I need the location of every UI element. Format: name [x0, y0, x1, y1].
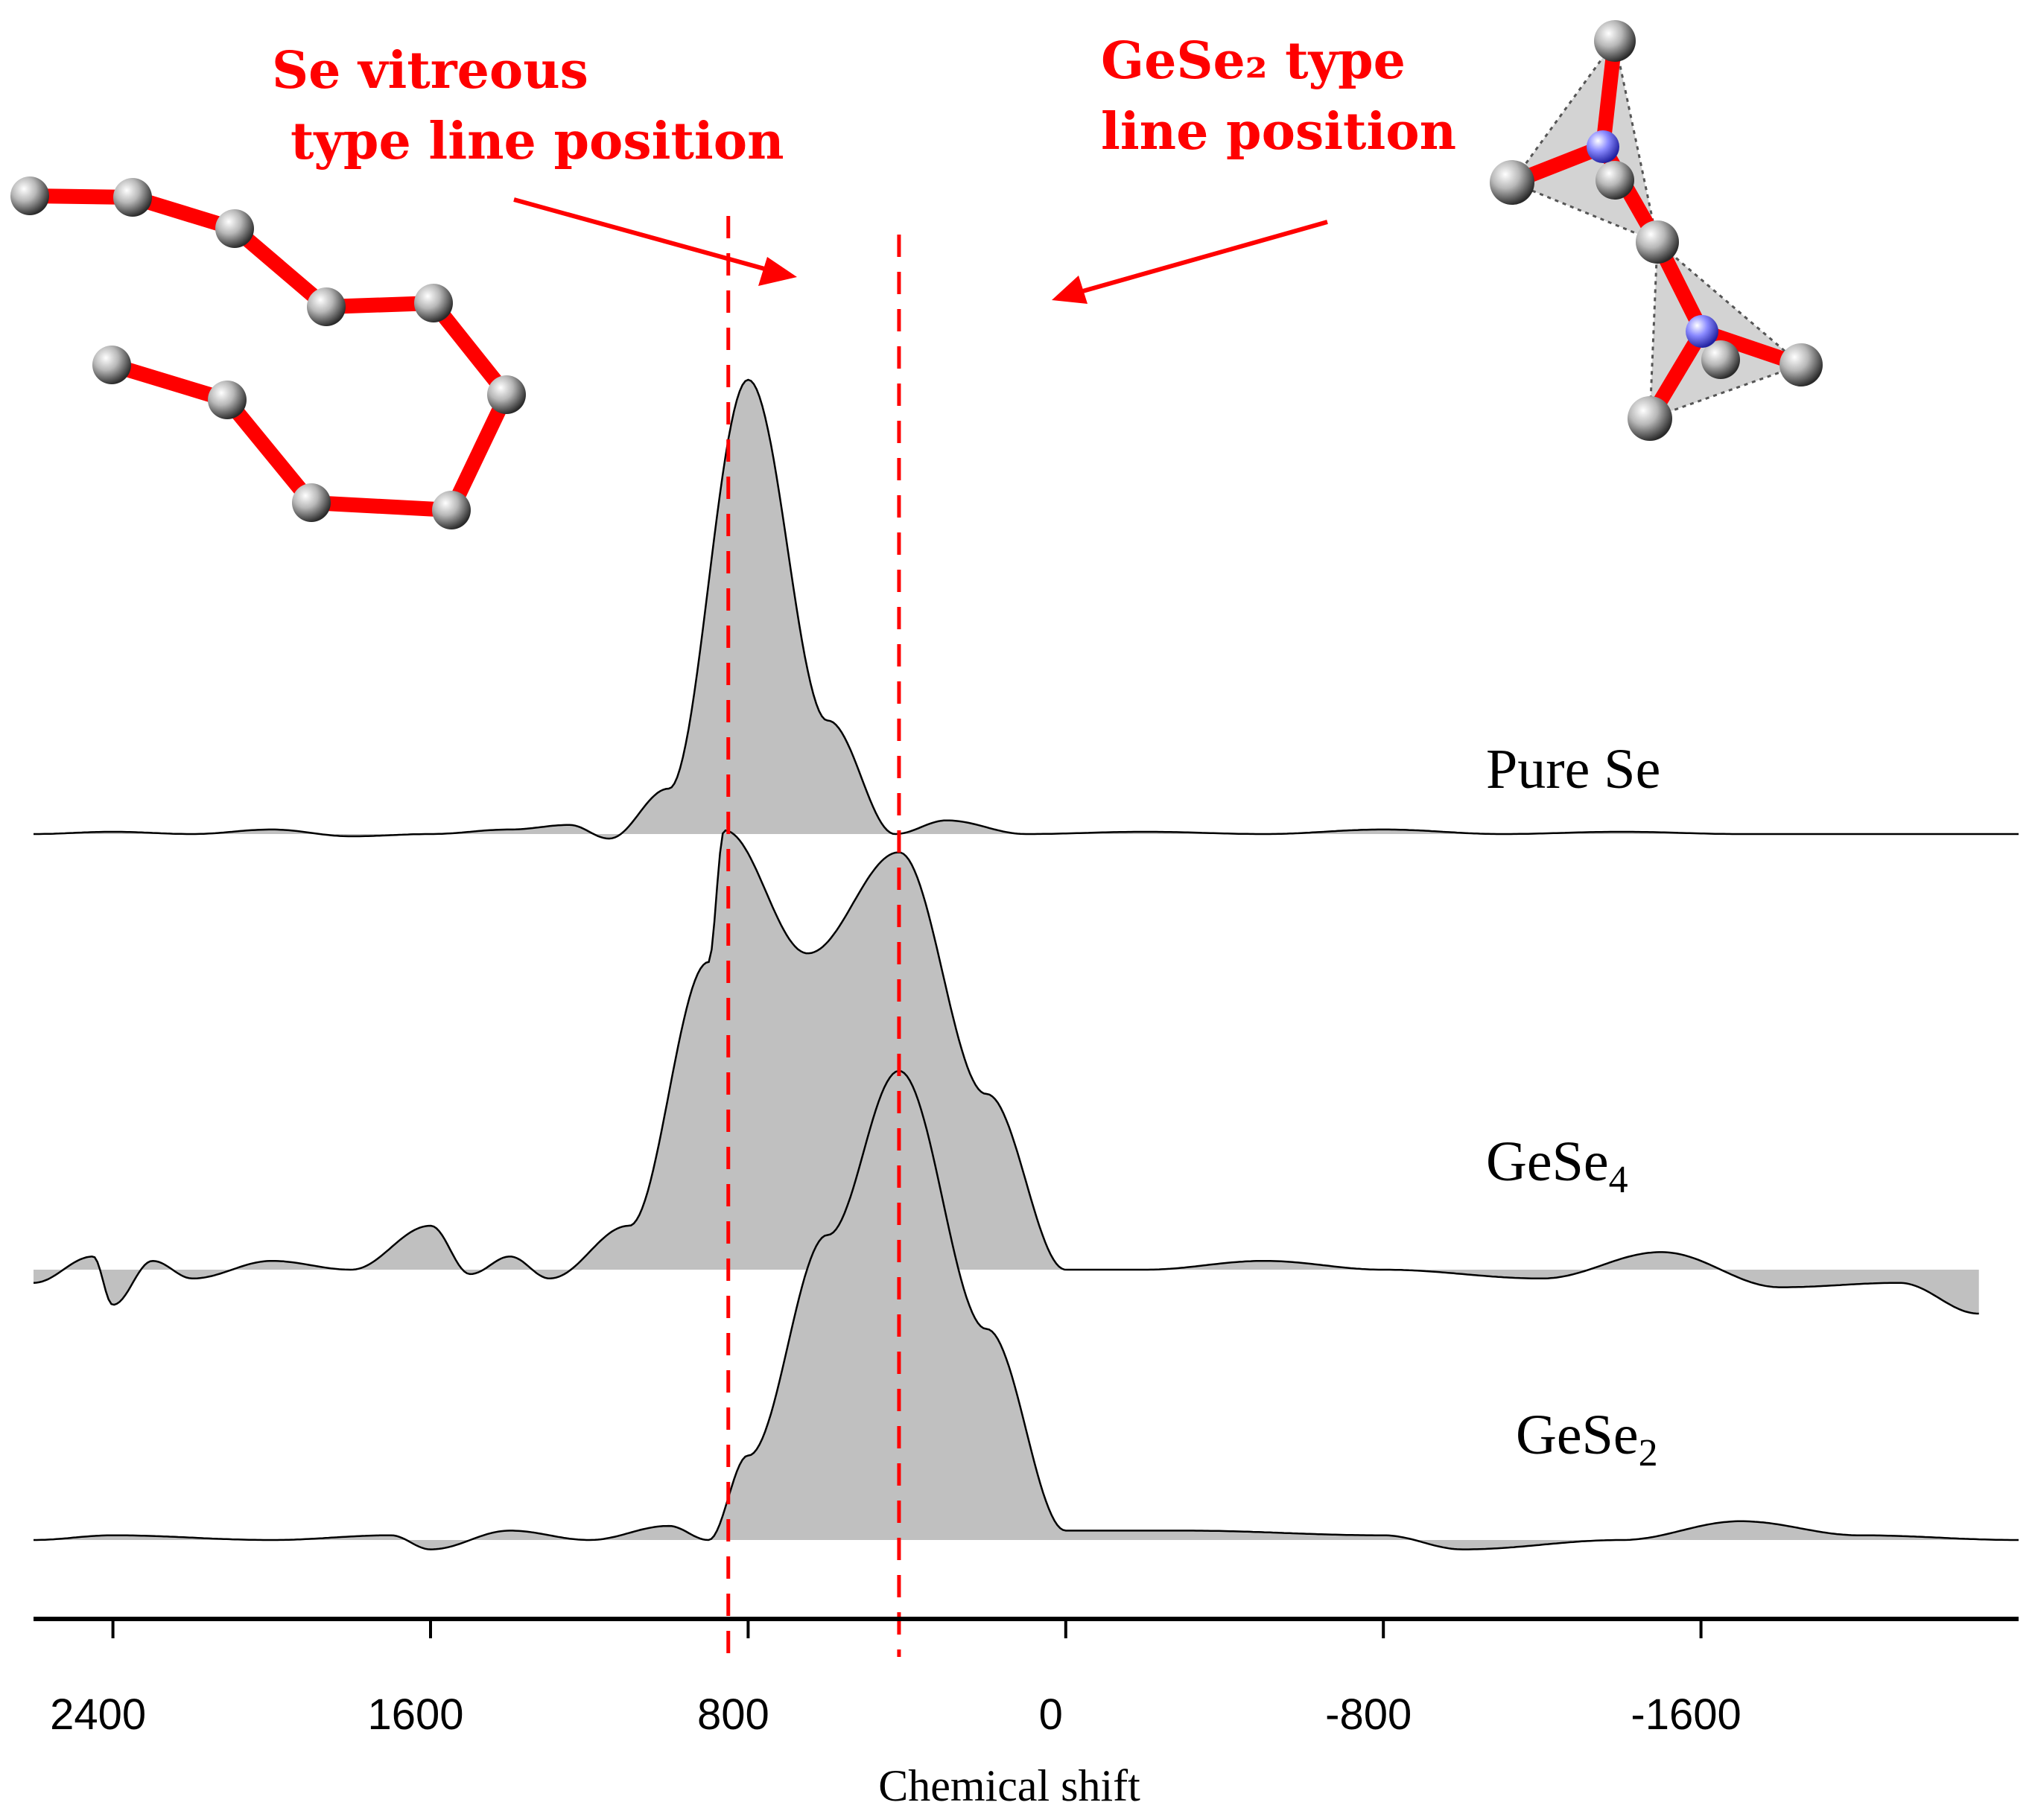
x-tick-label: -800	[1325, 1690, 1412, 1739]
gese2-annotation: GeSe₂ type line position	[1052, 31, 1456, 304]
se-atom	[1594, 20, 1636, 62]
series-label-gese4-main: GeSe	[1486, 1130, 1609, 1193]
x-axis-title: Chemical shift	[878, 1761, 1140, 1810]
se-atom	[113, 178, 152, 217]
se-vitreous-arrow	[513, 197, 768, 272]
se-vitreous-label-line1: Se vitreous	[272, 41, 588, 101]
se-atom	[1636, 220, 1679, 264]
gese2-arrowhead	[1052, 276, 1088, 304]
gese2-label-line1: GeSe₂ type	[1101, 31, 1406, 91]
series-label-gese2-main: GeSe	[1516, 1404, 1639, 1466]
series-label-gese2: GeSe2	[1516, 1404, 1658, 1474]
ge-atom	[1587, 130, 1619, 163]
spectrum-line-1	[34, 378, 2019, 840]
se-atom	[487, 375, 526, 414]
x-tick-label: 1600	[367, 1690, 463, 1739]
gese2-arrow	[1079, 220, 1328, 294]
se-atom	[1628, 396, 1672, 441]
se-vitreous-arrowhead	[758, 257, 797, 286]
se-atom	[414, 284, 453, 322]
x-tick-label: -1600	[1631, 1690, 1741, 1739]
se-atom	[92, 346, 131, 384]
se-atom	[1596, 161, 1634, 200]
se-atom	[215, 209, 254, 248]
gese2-tetrahedra-structure	[1490, 20, 1823, 441]
se-atom	[432, 491, 471, 529]
se-atom	[208, 381, 247, 419]
spectrum-fill-1	[34, 380, 2019, 839]
se-atom	[1701, 340, 1740, 379]
series-label-gese4: GeSe4	[1486, 1130, 1628, 1201]
se-atom	[1490, 160, 1534, 205]
se-vitreous-label-line2: type line position	[290, 112, 784, 171]
x-tick-label: 2400	[50, 1690, 146, 1739]
spectrum-fill-2	[34, 830, 1979, 1314]
se-atom	[1779, 343, 1823, 386]
spectrum-line-2	[33, 829, 1979, 1315]
se-chain-structure	[10, 176, 526, 529]
ge-atom	[1686, 315, 1718, 348]
x-tick-label: 0	[1039, 1690, 1063, 1739]
se-vitreous-annotation: Se vitreous type line position	[272, 41, 797, 286]
spectra-group	[33, 378, 2019, 1550]
series-label-pure-se: Pure Se	[1486, 738, 1660, 801]
se-atom	[10, 176, 49, 215]
se-atom	[307, 287, 346, 326]
reference-lines	[726, 216, 901, 1657]
se-atom	[292, 483, 331, 522]
series-label-gese2-sub: 2	[1639, 1432, 1658, 1474]
spectrum-line-3	[34, 1069, 2019, 1550]
x-axis-ticks: 2400 1600 800 0 -800 -1600	[50, 1619, 1742, 1739]
series-label-gese4-sub: 4	[1609, 1159, 1628, 1201]
spectrum-fill-3	[34, 1071, 2019, 1550]
gese2-label-line2: line position	[1101, 102, 1456, 162]
x-tick-label: 800	[697, 1690, 769, 1739]
